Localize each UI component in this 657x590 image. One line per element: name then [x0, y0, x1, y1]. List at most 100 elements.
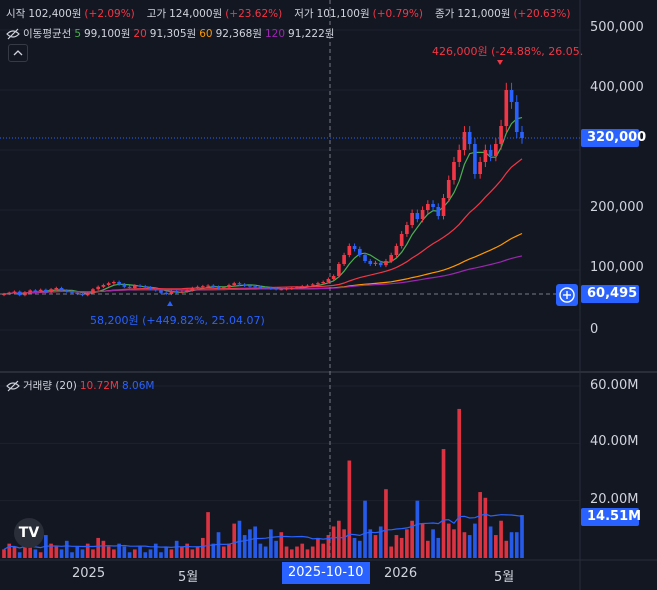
hide-eye-icon[interactable]: [6, 380, 20, 392]
volume-bar: [347, 460, 352, 558]
candle-body: [509, 90, 514, 102]
volume-bar: [112, 549, 116, 558]
candle-body: [326, 279, 331, 282]
candle-body: [478, 162, 482, 174]
candle-body: [44, 289, 48, 293]
open-pct: (+2.09%): [84, 7, 135, 20]
volume-bar: [384, 489, 388, 558]
volume-bar: [269, 529, 273, 558]
ma120-value: 91,222원: [288, 28, 335, 40]
candle-body: [520, 132, 524, 138]
volume-bar: [441, 449, 446, 558]
high-pct: (+23.62%): [225, 7, 283, 20]
candle-body: [180, 291, 184, 293]
candle-body: [49, 289, 53, 293]
volume-bar: [70, 552, 74, 558]
volume-bar: [127, 552, 132, 558]
time-axis-label: 5월: [494, 570, 515, 585]
volume-bar: [425, 540, 430, 558]
volume-bar: [310, 546, 315, 558]
high-value: 124,000원: [169, 8, 223, 20]
ma60-line: [3, 232, 523, 295]
volume-bar: [80, 549, 85, 558]
candle-body: [499, 126, 503, 144]
volume-axis-label: 20.00M: [590, 492, 639, 507]
candle-body: [504, 90, 509, 126]
candle-body: [117, 282, 121, 285]
candle-body: [122, 284, 127, 287]
candle-body: [101, 285, 106, 287]
volume-bar: [164, 546, 169, 558]
candle-body: [28, 290, 32, 293]
candle-body: [33, 290, 38, 292]
add-alert-button[interactable]: [556, 284, 578, 306]
candle-body: [153, 289, 158, 291]
volume-axis-label: 60.00M: [590, 378, 639, 393]
close-label: 종가: [435, 8, 455, 20]
candle-body: [174, 291, 179, 293]
volume-bar: [106, 546, 111, 558]
collapse-button[interactable]: [8, 44, 28, 62]
volume-bar: [64, 540, 69, 558]
ma60-period: 60: [199, 27, 213, 40]
candle-body: [352, 246, 357, 249]
volume-bar: [227, 543, 231, 558]
candle-body: [441, 198, 446, 216]
ma120-line: [3, 255, 523, 295]
candle-body: [321, 282, 326, 284]
candle-body: [347, 246, 352, 255]
volume-bar: [295, 546, 299, 558]
ma5-line: [3, 117, 523, 295]
candle-body: [384, 261, 388, 266]
ma60-value: 92,368원: [215, 28, 262, 40]
volume-bar: [331, 526, 336, 558]
volume-bar: [33, 549, 38, 558]
volume-bar: [389, 546, 394, 558]
volume-bar: [159, 552, 163, 558]
candle-body: [331, 276, 336, 279]
volume-bar: [148, 549, 153, 558]
volume-bar: [216, 532, 221, 558]
candle-body: [185, 290, 189, 292]
volume-bar: [263, 546, 268, 558]
candle-body: [54, 288, 59, 290]
candle-body: [284, 288, 289, 290]
candle-body: [12, 291, 17, 293]
candle-body: [305, 285, 310, 287]
volume-bar: [399, 537, 404, 558]
volume-bar: [337, 520, 341, 558]
volume-bar: [478, 492, 482, 558]
volume-bar: [520, 515, 524, 558]
open-label: 시작: [6, 8, 26, 20]
candle-body: [410, 213, 414, 225]
candle-body: [70, 291, 74, 293]
ma-header: 이동평균선 5 99,100원 20 91,305원 60 92,368원 12…: [6, 26, 334, 41]
volume-bar: [274, 540, 278, 558]
volume-bar: [415, 500, 420, 558]
candle-body: [206, 285, 210, 287]
time-axis-label: 2025: [72, 566, 106, 581]
ma-title: 이동평균선: [23, 28, 72, 40]
candle-body: [483, 150, 488, 162]
hide-eye-icon[interactable]: [6, 28, 20, 40]
candle-body: [452, 162, 456, 180]
volume-bar: [101, 540, 106, 558]
volume-bar: [185, 543, 189, 558]
tradingview-logo[interactable]: TV: [14, 518, 44, 548]
candle-body: [64, 290, 69, 292]
candle-body: [263, 287, 268, 289]
candle-body: [211, 285, 216, 287]
volume-bar: [488, 526, 493, 558]
volume-bar: [117, 543, 121, 558]
candle-body: [7, 292, 12, 294]
candle-body: [253, 286, 257, 288]
volume-bar: [405, 529, 409, 558]
candle-body: [274, 288, 278, 290]
candle-body: [357, 249, 362, 255]
volume-bar: [122, 546, 127, 558]
price-axis-label: 500,000: [590, 20, 644, 35]
volume-bar: [316, 537, 320, 558]
volume-bar: [494, 535, 498, 558]
volume-bar: [431, 529, 435, 558]
